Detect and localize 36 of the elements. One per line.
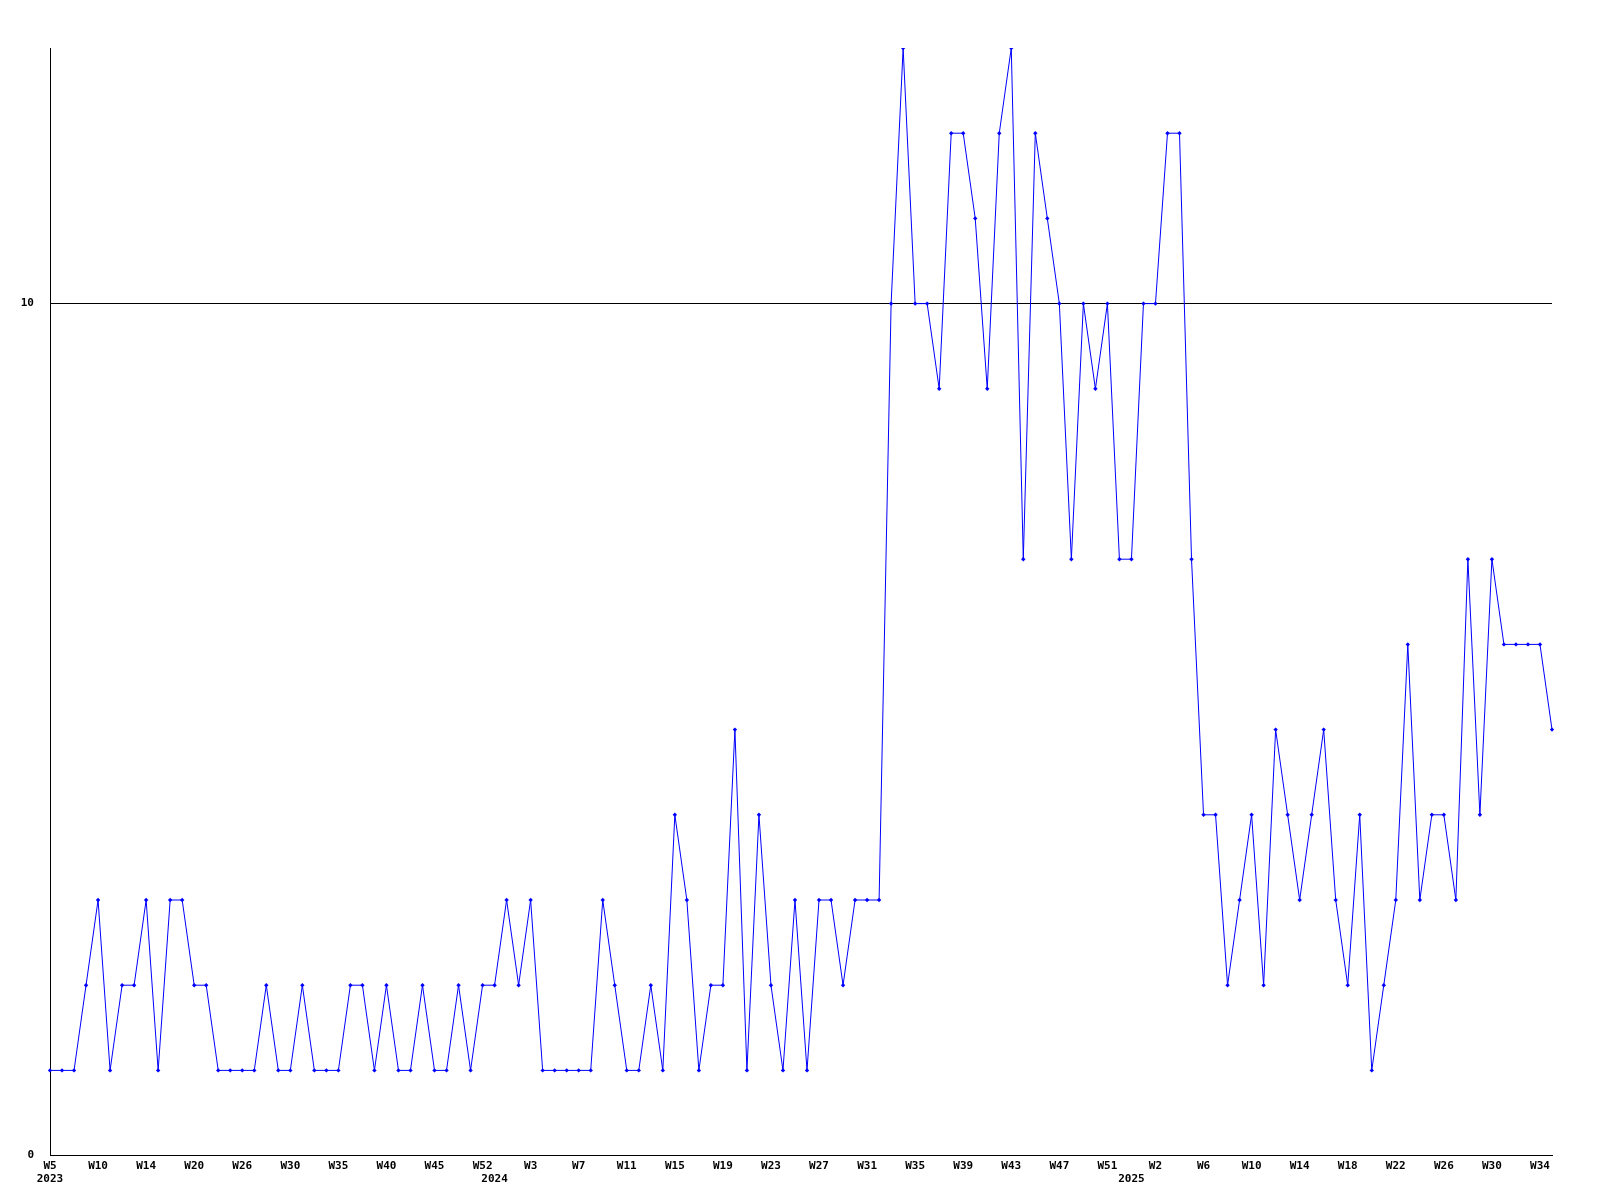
x-tick-label: W31 bbox=[857, 1159, 878, 1173]
x-tick-label: W15 bbox=[664, 1159, 685, 1173]
x-tick-label: W22 bbox=[1385, 1159, 1406, 1173]
x-tick-label: 2025 bbox=[1118, 1172, 1145, 1186]
x-tick-label: W47 bbox=[1049, 1159, 1070, 1173]
y-tick-label: 10 bbox=[20, 296, 34, 310]
x-tick-label: W43 bbox=[1001, 1159, 1022, 1173]
x-tick-label: W27 bbox=[809, 1159, 829, 1173]
x-tick-label: W34 bbox=[1530, 1159, 1551, 1173]
x-tick-label: W52 bbox=[472, 1159, 493, 1173]
x-tick-label: W26 bbox=[1433, 1159, 1455, 1173]
x-tick-label: W11 bbox=[616, 1159, 638, 1173]
x-tick-label: W14 bbox=[136, 1159, 157, 1173]
x-tick-label: W26 bbox=[232, 1159, 253, 1173]
x-tick-label: W10 bbox=[1241, 1159, 1262, 1173]
x-tick-label: W20 bbox=[184, 1159, 205, 1173]
x-tick-label: W19 bbox=[712, 1159, 733, 1173]
y-tick-label: 0 bbox=[27, 1148, 34, 1162]
x-tick-label: W30 bbox=[1481, 1159, 1502, 1173]
x-tick-label: W39 bbox=[953, 1159, 974, 1173]
x-tick-label: W51 bbox=[1097, 1159, 1118, 1173]
x-tick-label: W5 2023 bbox=[36, 1159, 64, 1186]
x-tick-label: W10 bbox=[88, 1159, 108, 1173]
x-tick-label: W18 bbox=[1337, 1159, 1358, 1173]
x-tick-label: W23 bbox=[761, 1159, 781, 1173]
x-tick-label: W3 bbox=[524, 1159, 538, 1173]
x-tick-label: W35 bbox=[328, 1159, 349, 1173]
x-tick-label: W30 bbox=[280, 1159, 301, 1173]
x-tick-label: W2 bbox=[1148, 1159, 1163, 1173]
x-tick-label: W40 bbox=[376, 1159, 397, 1173]
x-tick-label: 2024 bbox=[481, 1172, 509, 1186]
x-tick-label: W35 bbox=[905, 1159, 926, 1173]
x-tick-label: W45 bbox=[424, 1159, 445, 1173]
x-tick-label: W6 bbox=[1196, 1159, 1211, 1173]
x-tick-label: W7 bbox=[572, 1159, 586, 1173]
x-tick-label: W14 bbox=[1289, 1159, 1310, 1173]
